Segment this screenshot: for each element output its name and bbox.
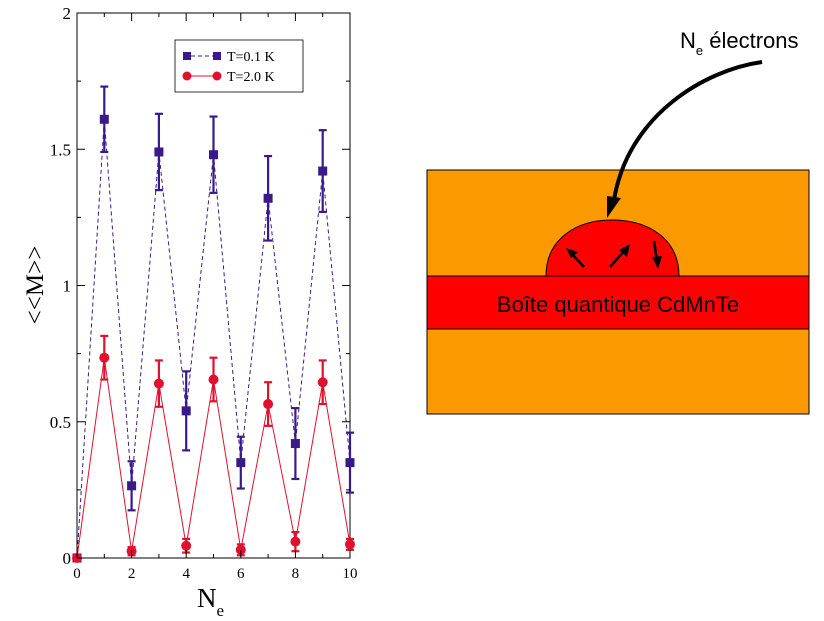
x-tick-label: 8 [292, 566, 300, 582]
y-tick-label: 1 [63, 277, 72, 296]
legend: T=0.1 K T=2.0 K [174, 39, 304, 93]
legend-marker-square [183, 52, 191, 60]
data-point [154, 147, 164, 157]
data-point [318, 166, 328, 176]
spin-arrows [566, 240, 662, 269]
electron-label-main: N [680, 28, 696, 53]
legend-entry-series-2: T=2.0 K [182, 70, 275, 85]
x-tick-label: 2 [128, 566, 136, 582]
data-point [290, 536, 301, 547]
series-2 [72, 334, 355, 563]
data-point [290, 439, 300, 449]
series-1 [72, 85, 355, 563]
spin-arrow-icon [566, 248, 585, 268]
electron-label-sub: e [696, 43, 703, 58]
x-tick-label: 6 [237, 566, 245, 582]
data-point [235, 544, 246, 555]
x-tick-label: 4 [182, 566, 190, 582]
electron-label: Ne électrons [680, 28, 799, 58]
spin-arrow-icon [609, 244, 630, 268]
data-point [99, 114, 109, 124]
legend-entry-series-1: T=0.1 K [183, 50, 275, 65]
y-tick-label: 0.5 [50, 413, 71, 432]
data-point [181, 540, 192, 551]
x-tick-label: 0 [73, 566, 81, 582]
data-point [345, 458, 355, 468]
x-axis-label: Ne [197, 583, 224, 620]
legend-label-series-1: T=0.1 K [227, 50, 275, 65]
y-tick-label: 2 [63, 4, 72, 23]
quantum-dot-diagram: Boîte quantique CdMnTe Ne électrons [426, 28, 810, 415]
legend-box [174, 39, 304, 93]
x-axis-label-main: N [197, 583, 217, 613]
data-point [236, 458, 246, 468]
plot-data [72, 85, 355, 563]
data-point [263, 193, 273, 203]
quantum-dot-layer [426, 275, 810, 330]
data-point [263, 399, 274, 410]
data-point [181, 406, 191, 416]
electron-label-rest: électrons [703, 28, 798, 53]
x-tick-label: 10 [343, 566, 358, 582]
y-tick-label: 1.5 [50, 140, 71, 159]
legend-marker-square [213, 52, 221, 60]
data-point [208, 374, 219, 385]
plot-frame [76, 12, 351, 559]
legend-label-series-2: T=2.0 K [227, 70, 275, 85]
data-point [153, 378, 164, 389]
y-tick-label: 0 [63, 549, 72, 568]
y-axis-label: <<M>> [22, 246, 49, 325]
data-point [317, 377, 328, 388]
tick-labels: 0 2 4 6 8 10 0 0.5 1 1.5 2 [50, 4, 358, 582]
legend-marker-circle [182, 71, 192, 81]
legend-marker-circle [212, 71, 222, 81]
data-point [209, 150, 218, 160]
magnetization-chart: 0 2 4 6 8 10 0 0.5 1 1.5 2 <<M>> Ne T=0.1 K T=2.0 … [22, 4, 358, 620]
spin-arrow-icon [652, 240, 662, 269]
x-axis-label-sub: e [217, 601, 225, 620]
axis-ticks [76, 12, 351, 559]
electron-injection-arrow [607, 60, 763, 218]
data-point [345, 539, 355, 550]
quantum-dot-label: Boîte quantique CdMnTe [497, 292, 739, 317]
data-point [127, 481, 137, 491]
data-point [99, 352, 110, 363]
